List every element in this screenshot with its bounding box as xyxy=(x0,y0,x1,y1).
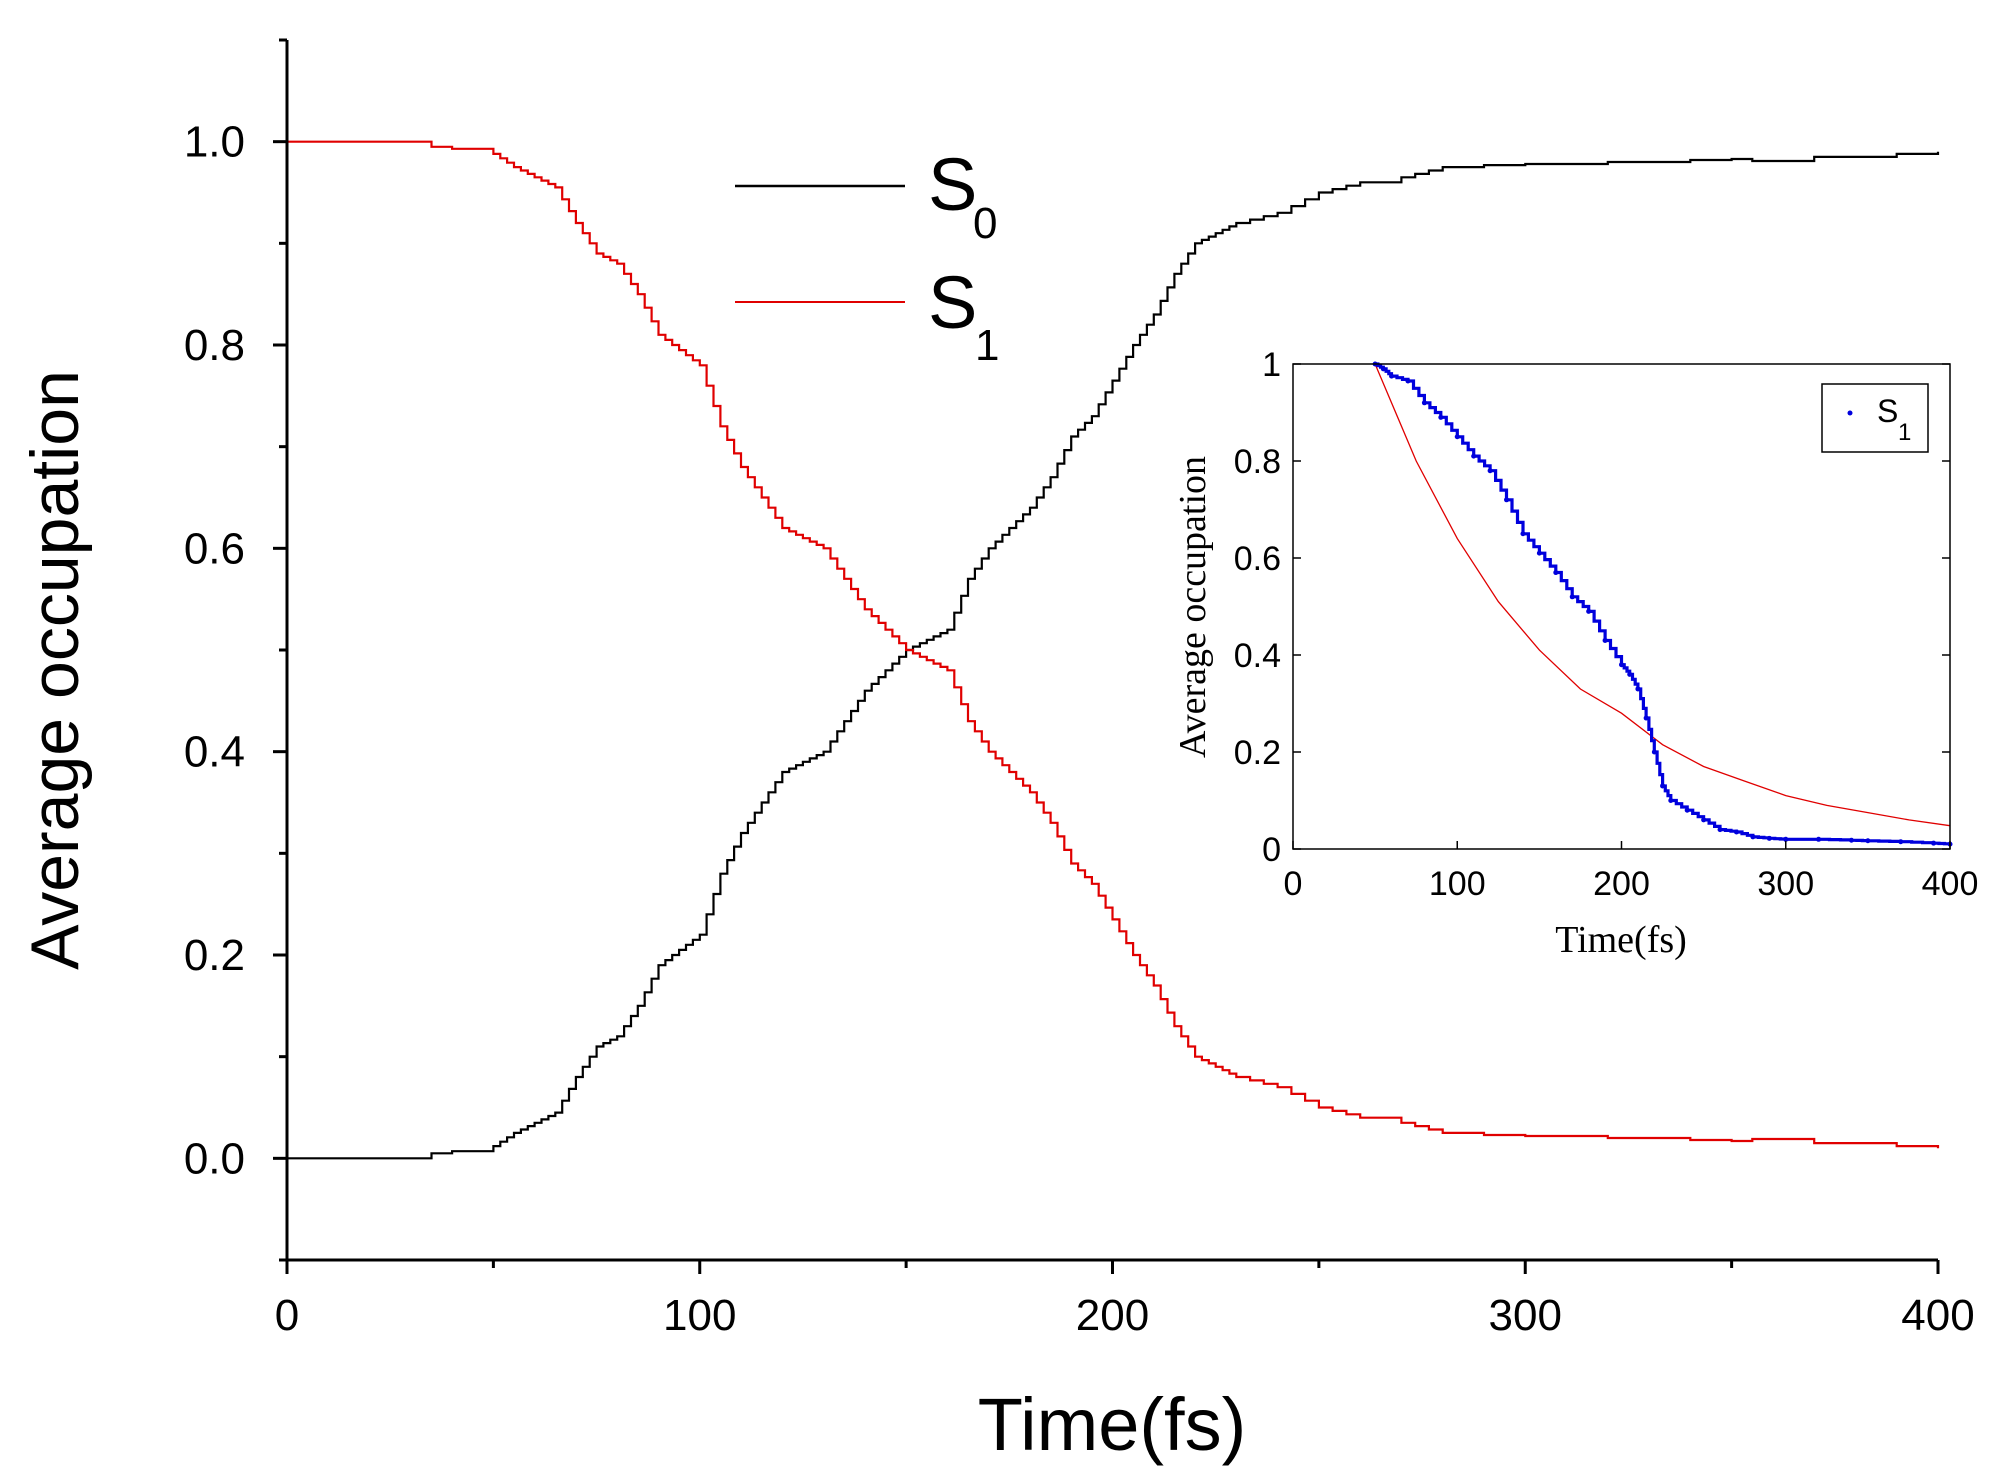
inset-s1-point xyxy=(1635,686,1641,692)
inset-s1-point xyxy=(1783,836,1789,842)
inset-s1-point xyxy=(1438,414,1444,420)
inset-s1-point xyxy=(1520,531,1526,537)
main-x-axis-label: Time(fs) xyxy=(978,1383,1247,1466)
inset-x-tick-label: 0 xyxy=(1284,865,1303,903)
main-y-tick-label: 0.0 xyxy=(184,1134,245,1183)
inset-s1-point xyxy=(1504,497,1510,503)
inset-s1-point xyxy=(1660,783,1666,789)
inset-fit-curve xyxy=(1374,363,1951,827)
inset-y-tick-label: 0.8 xyxy=(1234,443,1281,481)
main-x-tick-label: 400 xyxy=(1901,1291,1974,1340)
legend-subscript-s1: 1 xyxy=(975,321,999,370)
main-y-tick-label: 0.2 xyxy=(184,931,245,980)
main-series-line-s1 xyxy=(287,140,1940,1149)
legend-label-s0: S xyxy=(928,143,977,226)
main-x-tick-label: 200 xyxy=(1076,1291,1149,1340)
main-legend: S 0 S 1 xyxy=(735,143,999,370)
main-y-tick-label: 1.0 xyxy=(184,118,245,167)
inset-s1-point xyxy=(1454,434,1460,440)
inset-y-tick-label: 1 xyxy=(1262,346,1281,384)
main-x-tick-label: 100 xyxy=(663,1291,736,1340)
inset-s1-point xyxy=(1766,835,1772,841)
legend-subscript-s0: 0 xyxy=(973,199,997,248)
inset-legend-box xyxy=(1821,383,1929,453)
inset-s1-point xyxy=(1931,840,1937,846)
inset-s1-point xyxy=(1586,608,1592,614)
main-y-tick-label: 0.8 xyxy=(184,321,245,370)
inset-s1-point xyxy=(1651,749,1657,755)
inset-s1-point xyxy=(1898,839,1904,845)
inset-legend-subscript: 1 xyxy=(1898,419,1911,446)
inset-s1-point xyxy=(1733,829,1739,835)
main-series-line-s0 xyxy=(287,151,1940,1160)
inset-y-axis-label: Average occupation xyxy=(1172,456,1214,758)
inset-s1-point xyxy=(1750,834,1756,840)
inset-x-tick-label: 200 xyxy=(1593,865,1650,903)
inset-s1-point xyxy=(1701,817,1707,823)
inset-x-axis-label: Time(fs) xyxy=(1555,919,1687,961)
inset-s1-point xyxy=(1684,807,1690,813)
inset-s1-point xyxy=(1380,366,1386,372)
main-y-tick-label: 0.6 xyxy=(184,524,245,573)
main-y-tick-label: 0.4 xyxy=(184,728,245,777)
main-y-axis-label: Average occupation xyxy=(17,370,93,970)
inset-legend-swatch xyxy=(1847,410,1853,416)
inset-s1-point xyxy=(1848,837,1854,843)
inset-y-tick-label: 0 xyxy=(1262,831,1281,869)
inset-ticks-group: 0 100 200 300 400 0 0.2 0.4 0.6 0.8 1 xyxy=(1234,346,1979,903)
inset-y-tick-label: 0.2 xyxy=(1234,734,1281,772)
inset-s1-point xyxy=(1553,570,1559,576)
inset-series-group xyxy=(1372,361,1953,847)
inset-s1-series xyxy=(1375,362,1952,846)
inset-legend-label: S xyxy=(1877,393,1898,429)
inset-s1-point xyxy=(1668,798,1674,803)
main-series-group xyxy=(287,140,1940,1160)
inset-s1-point xyxy=(1421,400,1427,406)
inset-s1-point xyxy=(1643,715,1649,721)
main-x-tick-label: 0 xyxy=(275,1291,299,1340)
inset-legend: S 1 xyxy=(1821,383,1929,453)
inset-y-tick-label: 0.6 xyxy=(1234,540,1281,578)
inset-chart: 0 100 200 300 400 0 0.2 0.4 0.6 0.8 1 Time(fs) Ave… xyxy=(1172,346,1978,961)
inset-s1-point xyxy=(1569,594,1575,600)
inset-x-tick-label: 400 xyxy=(1922,865,1979,903)
inset-s1-point xyxy=(1405,378,1411,384)
inset-y-tick-label: 0.4 xyxy=(1234,637,1281,675)
inset-s1-point xyxy=(1389,373,1395,379)
inset-s1-point xyxy=(1865,838,1871,844)
main-x-tick-label: 300 xyxy=(1489,1291,1562,1340)
inset-x-tick-label: 300 xyxy=(1757,865,1814,903)
inset-x-tick-label: 100 xyxy=(1429,865,1486,903)
legend-label-s1: S xyxy=(928,261,977,344)
inset-s1-point xyxy=(1816,836,1822,842)
inset-s1-point xyxy=(1627,671,1633,677)
inset-s1-point xyxy=(1602,637,1608,643)
inset-s1-point xyxy=(1717,827,1723,833)
inset-s1-point xyxy=(1536,550,1542,556)
inset-s1-point xyxy=(1471,453,1477,459)
inset-s1-point xyxy=(1487,468,1493,474)
inset-s1-point xyxy=(1619,662,1624,668)
